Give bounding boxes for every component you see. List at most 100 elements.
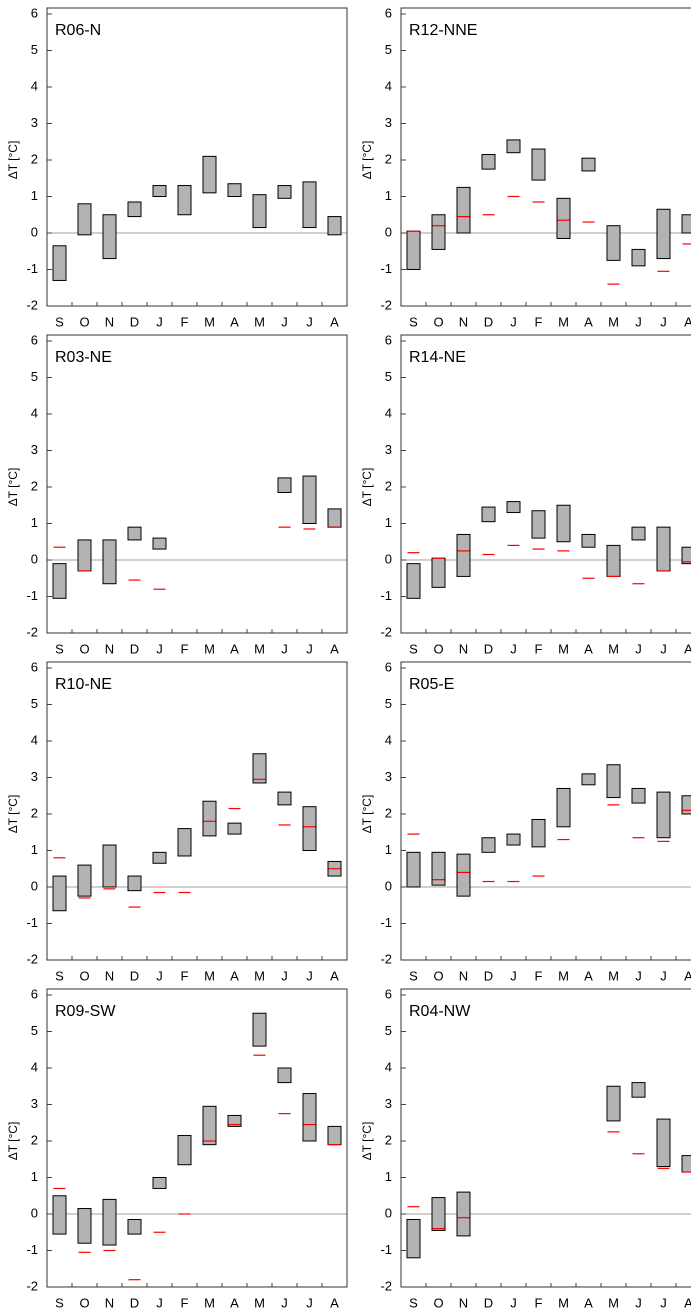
y-axis-label: ΔT [°C]	[6, 1122, 20, 1161]
x-tick-label: J	[660, 641, 667, 656]
y-tick-label: 3	[385, 1096, 392, 1111]
x-tick-label: M	[204, 968, 215, 983]
y-tick-label: 4	[385, 732, 392, 747]
range-bar	[431, 214, 446, 250]
x-tick-label: A	[330, 968, 339, 983]
y-tick-label: 6	[31, 5, 38, 20]
y-tick-label: 6	[385, 659, 392, 674]
y-tick-label: 4	[31, 1059, 38, 1074]
range-bar	[631, 1082, 646, 1098]
x-tick-label: S	[55, 968, 64, 983]
x-tick-label: N	[459, 314, 468, 329]
range-bar	[431, 851, 446, 886]
x-tick-label: J	[635, 1295, 642, 1310]
range-bar	[252, 194, 267, 229]
x-tick-label: A	[684, 968, 691, 983]
y-tick-label: 4	[31, 405, 38, 420]
x-tick-label: F	[181, 641, 189, 656]
x-tick-label: O	[79, 1295, 89, 1310]
range-bar	[52, 563, 67, 599]
x-tick-label: S	[55, 314, 64, 329]
x-tick-label: O	[433, 314, 443, 329]
range-bar	[252, 1012, 267, 1047]
range-bar	[152, 1177, 167, 1189]
range-bar	[681, 546, 691, 565]
range-bar	[656, 1118, 671, 1168]
y-tick-label: 0	[385, 224, 392, 239]
range-bar	[77, 1208, 92, 1244]
range-bar	[406, 1218, 421, 1259]
y-tick-label: 1	[385, 1169, 392, 1184]
range-bar	[177, 1135, 192, 1166]
x-tick-label: J	[156, 641, 163, 656]
range-bar	[506, 139, 521, 154]
x-tick-label: J	[156, 1295, 163, 1310]
range-bar	[631, 526, 646, 541]
x-tick-label: J	[635, 968, 642, 983]
x-tick-label: A	[584, 1295, 593, 1310]
range-bar	[227, 1114, 242, 1127]
range-bar	[456, 186, 471, 234]
y-tick-label: -1	[380, 915, 392, 930]
range-bar	[127, 875, 142, 892]
x-tick-label: O	[433, 641, 443, 656]
y-tick-label: 5	[31, 369, 38, 384]
y-tick-label: 0	[385, 551, 392, 566]
panel-title: R09-SW	[55, 1003, 116, 1020]
y-tick-label: -1	[380, 1242, 392, 1257]
panel-title: R14-NE	[409, 349, 466, 366]
x-tick-label: M	[608, 968, 619, 983]
x-tick-label: M	[254, 314, 265, 329]
range-bar	[77, 864, 92, 897]
range-bar	[77, 203, 92, 236]
x-tick-label: J	[635, 641, 642, 656]
x-tick-label: M	[558, 1295, 569, 1310]
y-tick-label: 2	[385, 1132, 392, 1147]
y-tick-label: -1	[26, 915, 38, 930]
x-tick-label: J	[660, 314, 667, 329]
x-tick-label: S	[409, 641, 418, 656]
range-bar	[406, 230, 421, 271]
x-tick-label: M	[608, 314, 619, 329]
x-tick-label: S	[409, 968, 418, 983]
x-tick-label: D	[484, 314, 493, 329]
y-tick-label: 3	[31, 115, 38, 130]
range-bar	[531, 510, 546, 539]
x-tick-label: O	[79, 314, 89, 329]
range-bar	[431, 557, 446, 588]
range-bar	[531, 818, 546, 848]
x-tick-label: N	[105, 641, 114, 656]
range-bar	[581, 533, 596, 548]
y-tick-label: 6	[31, 986, 38, 1001]
x-tick-label: A	[330, 314, 339, 329]
x-tick-label: D	[130, 968, 139, 983]
y-tick-label: -2	[26, 297, 38, 312]
range-bar	[52, 1195, 67, 1235]
plot-frame	[46, 7, 348, 307]
y-tick-label: 4	[385, 405, 392, 420]
y-tick-label: 0	[385, 1205, 392, 1220]
range-bar	[277, 791, 292, 806]
y-axis-label: ΔT [°C]	[6, 468, 20, 507]
x-tick-label: S	[55, 1295, 64, 1310]
x-tick-label: J	[281, 314, 288, 329]
range-bar	[152, 185, 167, 198]
range-bar	[302, 1093, 317, 1142]
x-tick-label: F	[181, 968, 189, 983]
range-bar	[302, 475, 317, 524]
range-bar	[481, 837, 496, 853]
range-bar	[227, 822, 242, 835]
x-tick-label: N	[459, 1295, 468, 1310]
range-bar	[302, 181, 317, 229]
y-tick-label: 2	[385, 151, 392, 166]
range-bar	[581, 773, 596, 786]
y-axis-label: ΔT [°C]	[6, 795, 20, 834]
range-bar	[631, 787, 646, 804]
plot-frame	[400, 334, 691, 634]
x-tick-label: F	[181, 314, 189, 329]
plot-frame	[46, 661, 348, 961]
y-tick-label: 5	[31, 42, 38, 57]
